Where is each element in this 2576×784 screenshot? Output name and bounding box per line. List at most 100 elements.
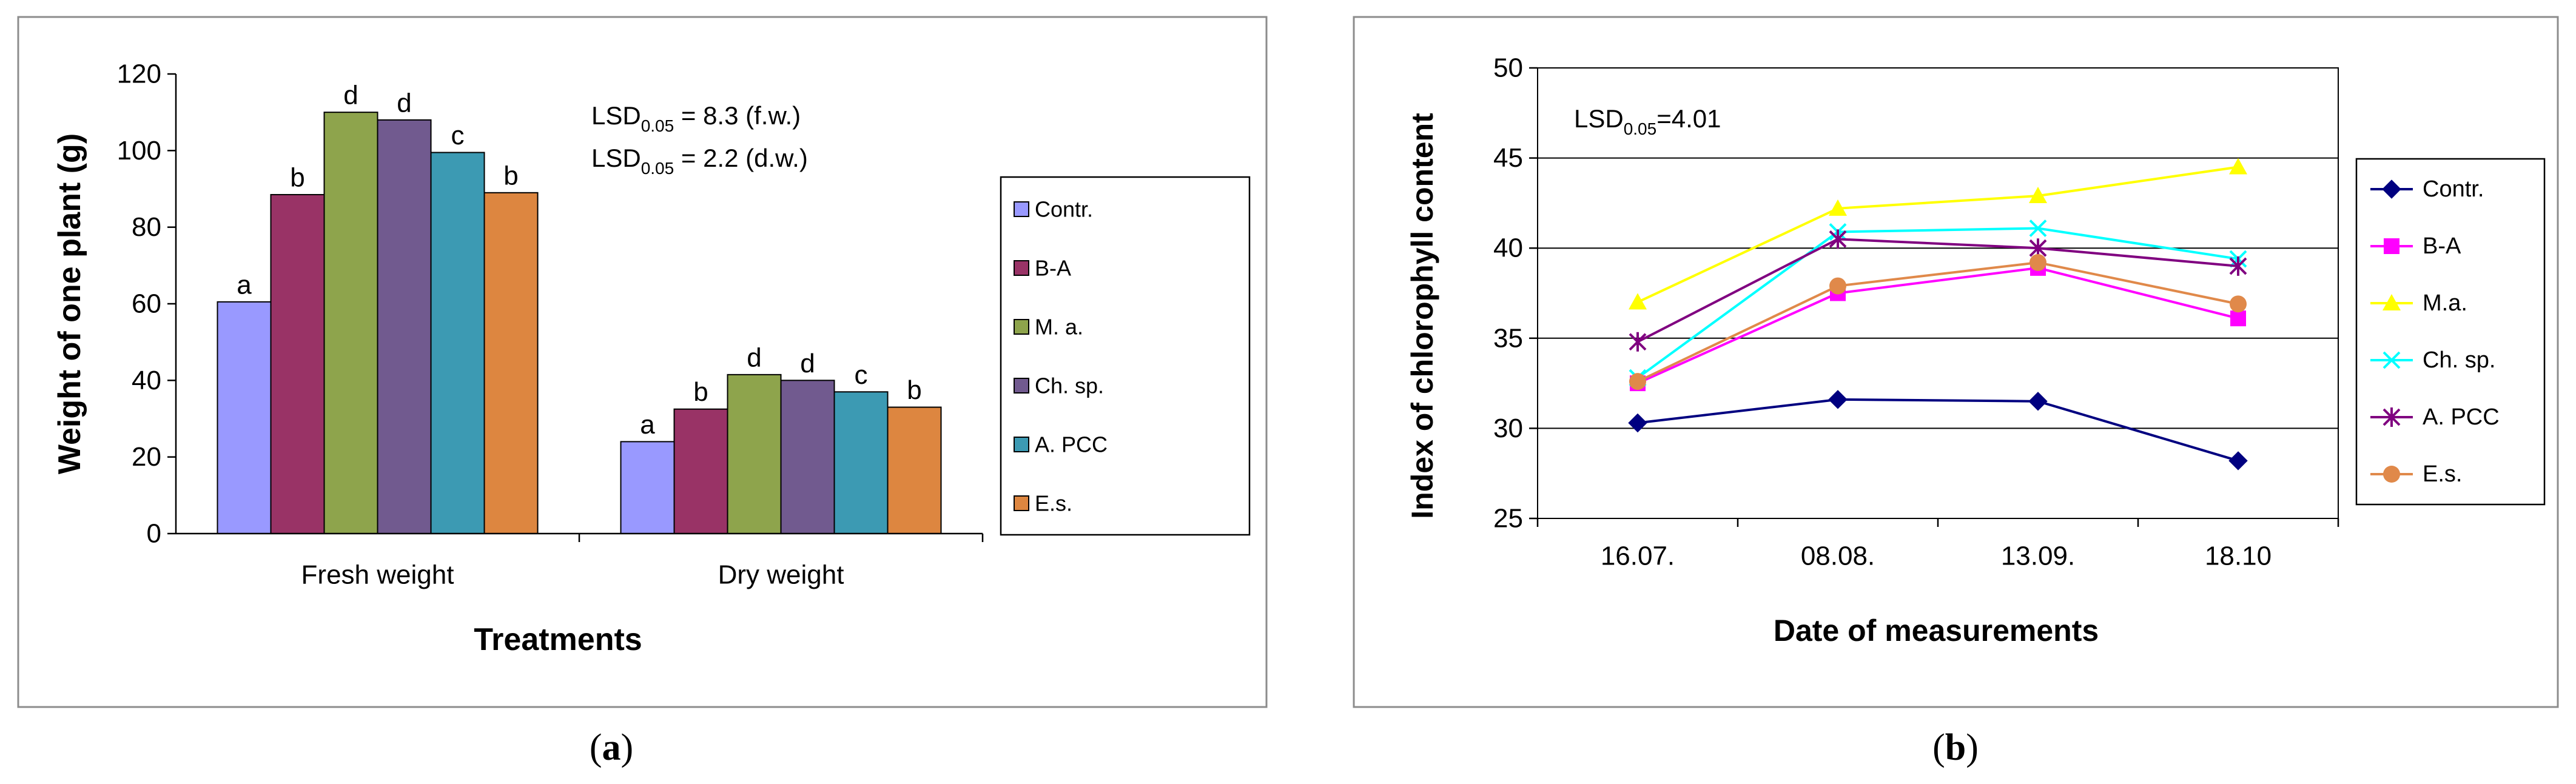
- legend-label-ch-sp: Ch. sp.: [1035, 374, 1104, 398]
- a-x-tick-label: Dry weight: [718, 560, 844, 590]
- point-e-s-16-07: [1629, 373, 1646, 390]
- panel-a-axes: 0 20 40 60 80 100 120 Fresh weight Dry weight: [117, 59, 984, 590]
- bar-b-a-dry-weight: [673, 408, 728, 534]
- a-y-tick-label: 20: [132, 442, 161, 472]
- point-contr-16-07: [1628, 413, 1647, 433]
- bar-e-s-fresh-weight: [483, 192, 539, 535]
- significance-letter: c: [855, 360, 868, 390]
- bar-ch-sp-fresh-weight: [377, 119, 432, 535]
- series-contr: [1628, 390, 2248, 471]
- bar-m-a-fresh-weight: [323, 112, 378, 534]
- lsd-annotation-fresh: LSD0.05 = 8.3 (f.w.): [591, 101, 801, 135]
- lsd-subscript: 0.05: [641, 159, 674, 178]
- panel-a-x-axis-title: Treatments: [474, 622, 642, 657]
- a-y-tick-label: 100: [117, 136, 161, 166]
- b-x-tick-label: 08.08.: [1801, 541, 1875, 571]
- point-b-a-18-10: [2230, 310, 2246, 327]
- legend-label-b-a: B-A: [1035, 256, 1071, 281]
- bar-a-pcc-fresh-weight: [430, 152, 485, 535]
- legend-marker-m-a: [2383, 294, 2401, 310]
- series-e-s: [1629, 253, 2247, 390]
- point-e-s-13-09: [2030, 253, 2046, 271]
- b-y-tick-label: 35: [1493, 323, 1523, 353]
- legend-label-e-s: E.s.: [1035, 491, 1072, 516]
- lsd-annotation-chlorophyll: LSD0.05=4.01: [1574, 104, 1721, 138]
- panel-b-axes: 25 30 35 40 45 50 16.07. 08.08. 13.09. 18.10: [1493, 53, 2339, 571]
- significance-letter: d: [800, 349, 815, 378]
- legend-swatch-b-a: [1014, 260, 1029, 276]
- legend-item-a-pcc: A. PCC: [2370, 404, 2500, 430]
- lsd-value: =4.01: [1656, 104, 1721, 133]
- legend-marker-e-s: [2383, 466, 2400, 483]
- bar-m-a-dry-weight: [727, 374, 782, 534]
- caption-open-paren: (: [590, 727, 602, 768]
- b-y-tick-label: 45: [1493, 143, 1523, 173]
- legend-marker-contr: [2382, 179, 2401, 199]
- significance-letter: b: [693, 377, 708, 407]
- significance-letter: d: [397, 88, 411, 118]
- panel-b-line-chart: 25 30 35 40 45 50 16.07. 08.08. 13.09. 18.10 Inde…: [1353, 16, 2559, 708]
- a-y-tick-label: 80: [132, 212, 161, 242]
- point-e-s-08-08: [1829, 277, 1846, 295]
- caption-letter: b: [1945, 727, 1966, 768]
- legend-label-contr: Contr.: [1035, 197, 1093, 222]
- legend-label-contr: Contr.: [2423, 176, 2484, 202]
- bar-b-a-fresh-weight: [270, 193, 325, 535]
- panel-a-legend-items: Contr. B-A M. a. Ch. sp. A. PCC E.s.: [1014, 197, 1108, 516]
- significance-letter: d: [343, 81, 358, 110]
- legend-item-ch-sp: Ch. sp.: [2370, 347, 2495, 373]
- point-contr-13-09: [2028, 392, 2048, 411]
- b-y-tick-label: 30: [1493, 414, 1523, 443]
- legend-swatch-m-a: [1014, 319, 1029, 335]
- b-x-tick-label: 13.09.: [2001, 541, 2075, 571]
- legend-swatch-ch-sp: [1014, 378, 1029, 394]
- legend-label-ch-sp: Ch. sp.: [2423, 347, 2495, 373]
- bar-ch-sp-dry-weight: [780, 380, 835, 534]
- lsd-prefix: LSD: [591, 144, 641, 172]
- legend-marker-b-a: [2384, 238, 2399, 254]
- significance-letter: a: [237, 270, 252, 300]
- panel-b-legend-box: [2355, 158, 2546, 506]
- bar-a-pcc-dry-weight: [833, 391, 889, 534]
- bar-contr-fresh-weight: [217, 301, 272, 534]
- legend-label-m-a: M.a.: [2423, 290, 2467, 316]
- point-m-a-18-10: [2229, 158, 2247, 175]
- lsd-value: = 8.3 (f.w.): [674, 101, 801, 130]
- lsd-subscript: 0.05: [1624, 119, 1657, 138]
- panel-b-y-axis-title: Index of chlorophyll content: [1405, 113, 1439, 519]
- significance-letter: c: [451, 121, 465, 150]
- lsd-value: = 2.2 (d.w.): [674, 144, 808, 172]
- line-ch-sp: [1636, 227, 2239, 379]
- lsd-prefix: LSD: [591, 101, 641, 130]
- series-m-a: [1629, 158, 2247, 310]
- line-e-s: [1637, 261, 2239, 383]
- legend-label-a-pcc: A. PCC: [2423, 404, 2500, 430]
- caption-close-paren: ): [621, 727, 634, 768]
- point-contr-08-08: [1828, 390, 1848, 409]
- significance-letter: b: [907, 375, 921, 405]
- legend-marker-a-pcc: [2383, 407, 2401, 427]
- legend-label-m-a: M. a.: [1035, 315, 1083, 340]
- panel-b-series: [1628, 158, 2248, 471]
- line-contr: [1637, 398, 2239, 462]
- line-m-a: [1637, 166, 2239, 304]
- line-b-a: [1637, 266, 2239, 384]
- point-a-pcc-18-10: [2229, 256, 2247, 276]
- lsd-subscript: 0.05: [641, 116, 674, 135]
- legend-swatch-contr: [1014, 201, 1029, 217]
- significance-letter: a: [640, 410, 655, 440]
- a-y-tick-label: 0: [147, 519, 161, 549]
- panel-a-y-axis-title: Weight of one plant (g): [52, 133, 87, 474]
- panel-b-legend-items: Contr. B-A M.a. Ch. sp. A. PCC E.s.: [2370, 176, 2500, 487]
- series-a-pcc: [1629, 229, 2247, 352]
- legend-item-e-s: E.s.: [2370, 461, 2462, 487]
- a-y-tick-label: 40: [132, 366, 161, 395]
- legend-swatch-a-pcc: [1014, 437, 1029, 452]
- bar-e-s-dry-weight: [887, 406, 942, 534]
- panel-b-legend: Contr. B-A M.a. Ch. sp. A. PCC E.s.: [2355, 158, 2546, 506]
- lsd-prefix: LSD: [1574, 104, 1624, 133]
- legend-item-contr: Contr.: [2370, 176, 2484, 202]
- point-m-a-16-07: [1629, 293, 1647, 310]
- legend-label-a-pcc: A. PCC: [1035, 432, 1108, 457]
- point-e-s-18-10: [2230, 295, 2247, 313]
